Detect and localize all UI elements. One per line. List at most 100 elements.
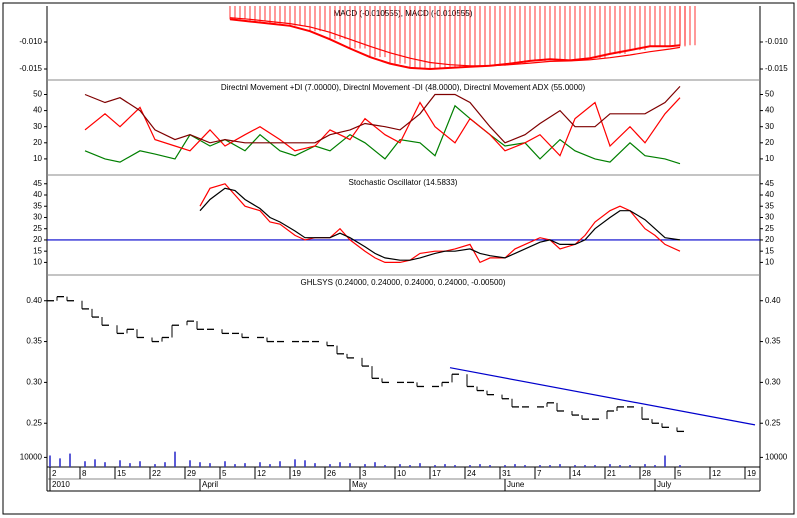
y-tick-label: 25 <box>33 224 42 233</box>
volume-bar <box>524 465 526 467</box>
volume-bar <box>84 461 86 467</box>
volume-bar <box>189 460 191 467</box>
volume-bar <box>94 459 96 467</box>
volume-bar <box>314 463 316 467</box>
volume-bar <box>609 464 611 467</box>
volume-bar <box>69 453 71 467</box>
y-tick-label-right: 45 <box>765 179 774 188</box>
month-label: April <box>202 480 218 489</box>
y-tick-label: 0.35 <box>26 337 42 346</box>
month-label: 2010 <box>52 480 70 489</box>
volume-bar <box>244 463 246 467</box>
volume-bar <box>339 462 341 467</box>
volume-bar <box>409 465 411 467</box>
volume-bar <box>259 462 261 467</box>
y-tick-label: 20 <box>33 235 42 244</box>
volume-bar <box>199 462 201 467</box>
volume-bar <box>434 465 436 467</box>
y-tick-label-right: -0.010 <box>765 37 788 46</box>
volume-bar <box>479 464 481 467</box>
y-tick-label-right: 0.35 <box>765 337 781 346</box>
volume-bar <box>59 458 61 467</box>
x-tick-label: 2 <box>52 469 57 478</box>
y-tick-label-right: 10000 <box>765 453 788 462</box>
volume-bar <box>574 465 576 467</box>
y-tick-label: 20 <box>33 138 42 147</box>
x-tick-label: 15 <box>117 469 126 478</box>
panel-title: GHLSYS (0.24000, 0.24000, 0.24000, 0.240… <box>300 278 505 287</box>
volume-bar <box>594 465 596 467</box>
y-tick-label-right: 40 <box>765 106 774 115</box>
x-tick-label: 5 <box>222 469 227 478</box>
x-tick-label: 31 <box>502 469 511 478</box>
volume-bar <box>384 465 386 467</box>
volume-bar <box>49 455 51 467</box>
y-tick-label-right: 15 <box>765 246 774 255</box>
volume-bar <box>654 465 656 467</box>
y-tick-label: 0.40 <box>26 296 42 305</box>
y-tick-label: 35 <box>33 201 42 210</box>
volume-bar <box>294 459 296 467</box>
x-tick-label: 10 <box>397 469 406 478</box>
y-tick-label-right: 30 <box>765 122 774 131</box>
volume-bar <box>374 462 376 467</box>
volume-bar <box>269 464 271 467</box>
y-tick-label: 40 <box>33 106 42 115</box>
x-tick-label: 19 <box>747 469 756 478</box>
series-line <box>199 183 681 264</box>
y-tick-label-right: 0.40 <box>765 296 781 305</box>
series-line <box>84 97 681 157</box>
y-tick-label: 15 <box>33 246 42 255</box>
y-tick-label: 50 <box>33 90 42 99</box>
volume-bar <box>224 461 226 467</box>
y-tick-label-right: 40 <box>765 190 774 199</box>
y-tick-label: 10 <box>33 154 42 163</box>
volume-bar <box>584 465 586 467</box>
x-tick-label: 3 <box>362 469 367 478</box>
volume-bar <box>514 464 516 467</box>
y-tick-label-right: -0.015 <box>765 64 788 73</box>
volume-bar <box>304 460 306 467</box>
volume-bar <box>489 465 491 467</box>
month-label: July <box>657 480 671 489</box>
volume-bar <box>164 462 166 467</box>
volume-bar <box>329 464 331 467</box>
y-tick-label: 40 <box>33 190 42 199</box>
y-tick-label: 45 <box>33 179 42 188</box>
y-tick-label-right: 30 <box>765 213 774 222</box>
x-tick-label: 8 <box>82 469 87 478</box>
volume-bar <box>234 464 236 467</box>
y-tick-label: 0.30 <box>26 378 42 387</box>
volume-bar <box>419 463 421 467</box>
y-tick-label-right: 35 <box>765 201 774 210</box>
y-tick-label: 10 <box>33 258 42 267</box>
panel-title: MACD (-0.010555), MACD (-0.010555) <box>334 9 473 18</box>
volume-bar <box>364 464 366 467</box>
x-tick-label: 5 <box>677 469 682 478</box>
y-tick-label: 30 <box>33 213 42 222</box>
volume-bar <box>104 462 106 467</box>
y-tick-label-right: 10 <box>765 154 774 163</box>
volume-bar <box>444 464 446 467</box>
month-label: May <box>352 480 367 489</box>
y-tick-label: -0.010 <box>19 37 42 46</box>
volume-bar <box>279 461 281 467</box>
y-tick-label: 30 <box>33 122 42 131</box>
y-tick-label-right: 20 <box>765 235 774 244</box>
volume-bar <box>399 464 401 467</box>
panel-title: Directnl Movement +DI (7.00000), Directn… <box>221 83 586 92</box>
y-tick-label-right: 20 <box>765 138 774 147</box>
series-line <box>84 85 681 144</box>
series-line <box>229 17 681 67</box>
x-tick-label: 12 <box>712 469 721 478</box>
y-tick-label: -0.015 <box>19 64 42 73</box>
series-line <box>84 104 681 165</box>
volume-bar <box>629 465 631 467</box>
volume-bar <box>644 464 646 467</box>
volume-bar <box>559 464 561 467</box>
volume-bar <box>174 451 176 467</box>
volume-bar <box>504 465 506 467</box>
y-tick-label-right: 50 <box>765 90 774 99</box>
series-line <box>449 367 756 426</box>
